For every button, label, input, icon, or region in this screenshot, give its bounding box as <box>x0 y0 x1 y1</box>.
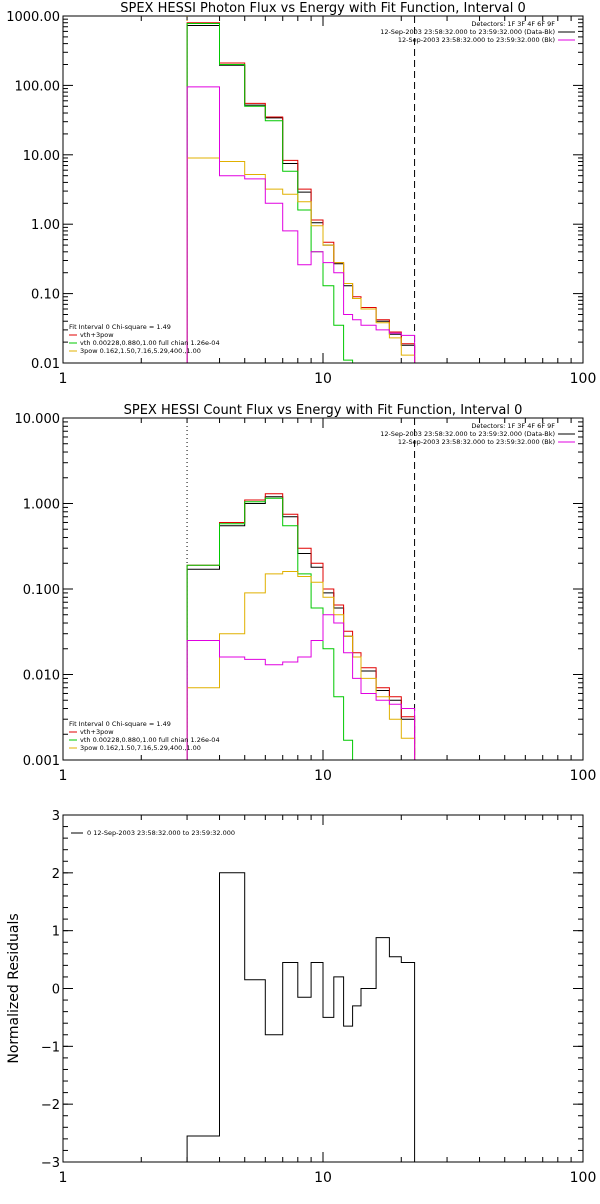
legend-entry: 3pow 0.162,1.50,7.16,5.29,400.,1.00 <box>80 744 201 752</box>
x-tick-label: 10 <box>314 371 332 387</box>
series-line-data-bk <box>186 496 416 760</box>
chart-title: SPEX HESSI Photon Flux vs Energy with Fi… <box>120 1 526 16</box>
legend-entry: 3pow 0.162,1.50,7.16,5.29,400.,1.00 <box>80 347 201 355</box>
x-tick-label: 100 <box>570 371 597 387</box>
residuals-plot: Normalized Residuals 1 10 100 −3 −2 −1 0 1 2 3 0 12… <box>6 809 596 1186</box>
x-tick-label: 10 <box>314 1170 332 1186</box>
legend-entry: vth+3pow <box>80 331 114 339</box>
series-line-vth-3pow <box>186 493 416 760</box>
photon-flux-plot: SPEX HESSI Photon Flux vs Energy with Fi… <box>6 1 597 387</box>
y-tick-label: 0.01 <box>31 357 60 372</box>
legend-entry: Fit Interval 0 Chi-square = 1.49 <box>69 323 171 331</box>
legend-entry: 12-Sep-2003 23:58:32.000 to 23:59:32.000… <box>398 438 555 446</box>
series-line-3pow <box>186 571 416 760</box>
y-tick-label: 1000.00 <box>6 10 60 25</box>
y-tick-label: 10.00 <box>23 149 60 164</box>
legend-entry: Detectors: 1F 3F 4F 6F 9F <box>471 20 555 28</box>
plot-frame <box>62 814 584 1163</box>
x-tick-label: 1 <box>59 768 68 784</box>
y-tick-label: 0 <box>52 983 60 998</box>
y-tick-label: 1.00 <box>31 218 60 233</box>
y-tick-label: 2 <box>52 867 60 882</box>
series-line-data-bk <box>186 25 416 363</box>
legend-entry: 0 12-Sep-2003 23:58:32.000 to 23:59:32.0… <box>87 829 235 837</box>
chart-title: SPEX HESSI Count Flux vs Energy with Fit… <box>124 403 523 418</box>
x-tick-label: 1 <box>59 371 68 387</box>
y-tick-label: 1.000 <box>23 498 60 513</box>
series-line-vth <box>186 497 354 760</box>
legend-entry: vth 0.00228,0.880,1.00 full chian 1.26e-… <box>80 736 220 744</box>
legend-entry: 12-Sep-2003 23:58:32.000 to 23:59:32.000… <box>380 28 555 36</box>
legend-entry: Fit Interval 0 Chi-square = 1.49 <box>69 720 171 728</box>
series-line-residual <box>186 872 416 1162</box>
legend-entry: Detectors: 1F 3F 4F 6F 9F <box>471 422 555 430</box>
legend-entry: 12-Sep-2003 23:58:32.000 to 23:59:32.000… <box>380 430 555 438</box>
y-axis-label: Normalized Residuals <box>6 913 22 1063</box>
series-group <box>186 493 416 760</box>
y-tick-label: 0.100 <box>23 583 60 598</box>
legend-entry: vth 0.00228,0.880,1.00 full chian 1.26e-… <box>80 339 220 347</box>
count-flux-plot: SPEX HESSI Count Flux vs Energy with Fit… <box>15 403 597 784</box>
x-tick-label: 1 <box>59 1170 68 1186</box>
y-tick-label: 1 <box>52 925 60 940</box>
legend-entry: vth+3pow <box>80 728 114 736</box>
y-tick-label: 0.010 <box>23 669 60 684</box>
y-tick-label: 10.000 <box>15 412 61 427</box>
series-line-vth-3pow <box>186 22 416 363</box>
plot-frame <box>62 15 584 364</box>
series-line-vth <box>186 23 354 363</box>
x-tick-label: 10 <box>314 768 332 784</box>
y-tick-label: 100.00 <box>15 79 61 94</box>
y-tick-label: 0.10 <box>31 288 60 303</box>
legend-entry: 12-Sep-2003 23:58:32.000 to 23:59:32.000… <box>398 36 555 44</box>
y-tick-label: 3 <box>52 809 60 824</box>
plot-frame <box>62 417 584 761</box>
series-line-bk <box>186 614 416 760</box>
series-group <box>186 22 416 363</box>
x-tick-label: 100 <box>570 1170 597 1186</box>
y-tick-label: −3 <box>41 1156 60 1171</box>
series-line-bk <box>186 86 416 363</box>
series-group <box>186 872 416 1162</box>
y-tick-label: −2 <box>41 1098 60 1113</box>
y-tick-label: −1 <box>41 1040 60 1055</box>
y-tick-label: 0.001 <box>23 754 60 769</box>
series-line-3pow <box>186 157 416 363</box>
x-tick-label: 100 <box>570 768 597 784</box>
